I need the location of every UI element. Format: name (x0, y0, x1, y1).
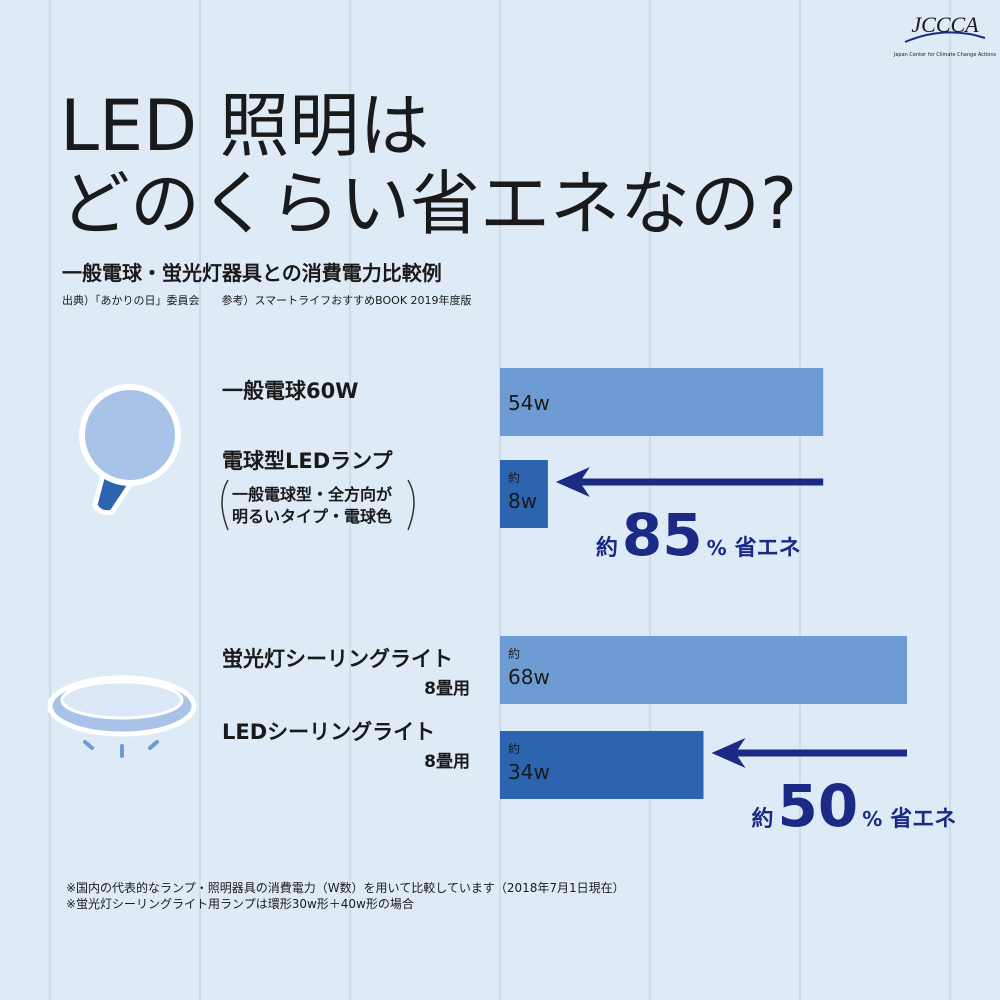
savings-prefix: 約 (752, 806, 774, 832)
category-label: LEDシーリングライト (222, 720, 435, 744)
logo-name: JCCCA (911, 12, 979, 37)
bracket (407, 479, 415, 531)
bulb-icon (79, 384, 181, 516)
subtitle: 一般電球・蛍光灯器具との消費電力比較例 (62, 261, 442, 285)
value-prefix: 約 (508, 646, 520, 661)
category-note: 8畳用 (424, 752, 470, 772)
footnotes: ※国内の代表的なランプ・照明器具の消費電力（W数）を用いて比較しています（201… (66, 880, 625, 911)
savings-number: 85 (622, 501, 703, 569)
value-prefix: 約 (508, 470, 520, 485)
bar (500, 368, 824, 436)
category-note: 明るいタイプ・電球色 (232, 507, 392, 526)
footnote: ※国内の代表的なランプ・照明器具の消費電力（W数）を用いて比較しています（201… (66, 880, 625, 895)
arrow-head (711, 738, 746, 768)
savings-unit: % (862, 807, 882, 831)
logo-tagline: Japan Center for Climate Change Actions (893, 52, 997, 58)
savings-unit: % (707, 536, 727, 560)
arrow-head (555, 467, 590, 497)
background-grid (49, 0, 951, 1000)
value-label: 34w (508, 760, 550, 784)
bar (500, 636, 907, 704)
value-label: 68w (508, 665, 550, 689)
footnote: ※蛍光灯シーリングライト用ランプは環形30w形＋40w形の場合 (66, 896, 414, 911)
category-label: 電球型LEDランプ (222, 449, 394, 473)
ceiling-light-icon (47, 675, 197, 758)
category-label: 一般電球60W (222, 379, 358, 403)
bracket (221, 479, 229, 531)
value-prefix: 約 (508, 741, 520, 756)
title-line: LED 照明は (60, 85, 429, 167)
category-label: 蛍光灯シーリングライト (222, 647, 453, 671)
savings-label: 約50% 省エネ (752, 772, 957, 840)
savings-text: 省エネ (889, 807, 956, 832)
savings-text: 省エネ (734, 536, 801, 561)
source: 出典）「あかりの日」委員会 参考）スマートライフおすすめBOOK 2019年度版 (62, 293, 472, 307)
bar (500, 731, 704, 799)
category-note: 一般電球型・全方向が (232, 485, 392, 504)
category-note: 8畳用 (424, 679, 470, 699)
savings-number: 50 (778, 772, 859, 840)
value-label: 54w (508, 391, 550, 415)
savings-label: 約85% 省エネ (596, 501, 801, 569)
value-label: 8w (508, 489, 537, 513)
savings-prefix: 約 (596, 535, 618, 561)
bar (500, 460, 548, 528)
logo: JCCCA Japan Center for Climate Change Ac… (893, 12, 997, 58)
title-line: どのくらい省エネなの? (60, 163, 797, 245)
